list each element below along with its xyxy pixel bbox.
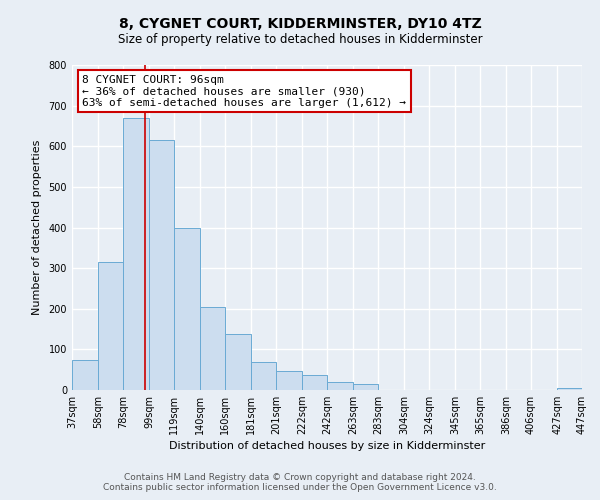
Y-axis label: Number of detached properties: Number of detached properties [32,140,41,315]
Bar [251,362,276,390]
Bar [557,388,582,390]
Bar [149,140,174,390]
Bar [225,334,251,390]
Text: Contains HM Land Registry data © Crown copyright and database right 2024.
Contai: Contains HM Land Registry data © Crown c… [103,473,497,492]
Bar [276,371,302,390]
Bar [72,360,98,390]
Bar [174,228,200,390]
X-axis label: Distribution of detached houses by size in Kidderminster: Distribution of detached houses by size … [169,442,485,452]
Bar [302,375,327,390]
Text: 8, CYGNET COURT, KIDDERMINSTER, DY10 4TZ: 8, CYGNET COURT, KIDDERMINSTER, DY10 4TZ [119,18,481,32]
Bar [353,384,378,390]
Bar [123,118,149,390]
Bar [200,306,225,390]
Bar [98,262,123,390]
Text: Size of property relative to detached houses in Kidderminster: Size of property relative to detached ho… [118,32,482,46]
Bar [327,382,353,390]
Text: 8 CYGNET COURT: 96sqm
← 36% of detached houses are smaller (930)
63% of semi-det: 8 CYGNET COURT: 96sqm ← 36% of detached … [82,74,406,108]
